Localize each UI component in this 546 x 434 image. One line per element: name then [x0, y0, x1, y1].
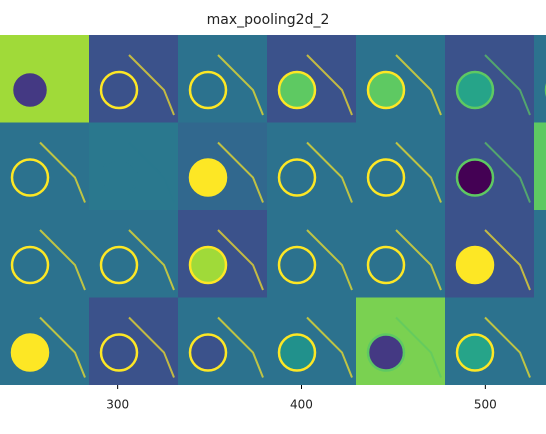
chart-title: max_pooling2d_2 [207, 12, 330, 28]
feature-streak [484, 141, 531, 203]
feature-streak [128, 229, 175, 291]
feature-streak [217, 141, 264, 203]
feature-blob [188, 245, 228, 285]
feature-streak [128, 316, 175, 378]
feature-blob [455, 158, 495, 197]
feature-blob [455, 333, 495, 372]
feature-blob [10, 245, 50, 285]
feature-blob [366, 158, 406, 197]
feature-blob [455, 245, 495, 285]
feature-blob [277, 158, 317, 197]
x-tick-label: 300 [106, 398, 129, 412]
feature-blob [455, 70, 495, 110]
feature-streak [484, 54, 531, 116]
feature-streak [128, 54, 175, 116]
feature-blob [99, 333, 139, 372]
feature-streak [484, 229, 531, 291]
feature-blob [99, 158, 139, 197]
feature-streak [306, 141, 353, 203]
feature-streak [217, 316, 264, 378]
feature-blob [10, 70, 50, 110]
feature-streak [39, 54, 86, 116]
feature-blob [366, 245, 406, 285]
feature-streak [395, 141, 442, 203]
feature-streak [39, 141, 86, 203]
feature-streak [217, 229, 264, 291]
feature-streak [395, 229, 442, 291]
feature-streak [39, 229, 86, 291]
feature-blob [188, 158, 228, 197]
feature-blob [277, 245, 317, 285]
feature-streak [306, 229, 353, 291]
x-tick-label: 400 [290, 398, 313, 412]
feature-tile [534, 35, 546, 123]
x-tick-label: 500 [474, 398, 497, 412]
feature-streak [395, 316, 442, 378]
feature-blob [10, 333, 50, 372]
feature-blob [277, 333, 317, 372]
feature-streak [39, 316, 86, 378]
feature-tile [534, 210, 546, 298]
feature-streak [217, 54, 264, 116]
feature-streak [306, 54, 353, 116]
feature-blob [188, 333, 228, 372]
feature-streak [306, 316, 353, 378]
feature-blob [277, 70, 317, 110]
feature-map-grid [0, 35, 546, 385]
feature-blob [366, 333, 406, 372]
feature-blob [188, 70, 228, 110]
feature-blob [99, 245, 139, 285]
feature-streak [128, 141, 175, 203]
feature-tile [534, 122, 546, 210]
feature-blob [99, 70, 139, 110]
feature-streak [484, 316, 531, 378]
feature-blob [10, 158, 50, 197]
feature-tile [534, 297, 546, 385]
feature-blob [366, 70, 406, 110]
feature-streak [395, 54, 442, 116]
